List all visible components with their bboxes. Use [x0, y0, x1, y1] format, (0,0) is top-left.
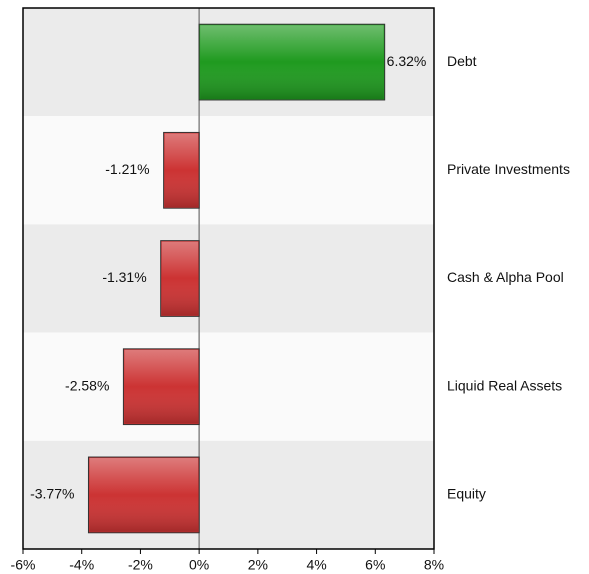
bar-shine [200, 25, 384, 99]
category-label: Private Investments [447, 161, 570, 177]
category-label: Equity [447, 486, 486, 502]
x-tick-label: 0% [189, 557, 209, 573]
x-tick-label: 4% [306, 557, 326, 573]
band [23, 116, 434, 225]
value-label: -3.77% [30, 486, 74, 502]
bar-shine [89, 458, 199, 532]
category-label: Cash & Alpha Pool [447, 269, 564, 285]
plot-border [22, 7, 435, 550]
category-label: Liquid Real Assets [447, 377, 562, 393]
value-label: -2.58% [65, 377, 109, 393]
bar-shine [164, 133, 199, 208]
band [23, 332, 434, 441]
value-label: -1.21% [105, 161, 149, 177]
x-tick-label: 6% [365, 557, 385, 573]
x-tick-label: -4% [69, 557, 94, 573]
band [23, 224, 434, 333]
value-label: -1.31% [102, 269, 146, 285]
x-tick-label: 8% [424, 557, 444, 573]
x-tick-label: 2% [248, 557, 268, 573]
category-label: Debt [447, 53, 477, 69]
band [23, 440, 434, 549]
bar-shine [161, 241, 199, 316]
value-label: 6.32% [387, 53, 427, 69]
x-tick-label: -2% [128, 557, 153, 573]
x-tick-label: -6% [11, 557, 36, 573]
bar-shine [124, 349, 199, 424]
